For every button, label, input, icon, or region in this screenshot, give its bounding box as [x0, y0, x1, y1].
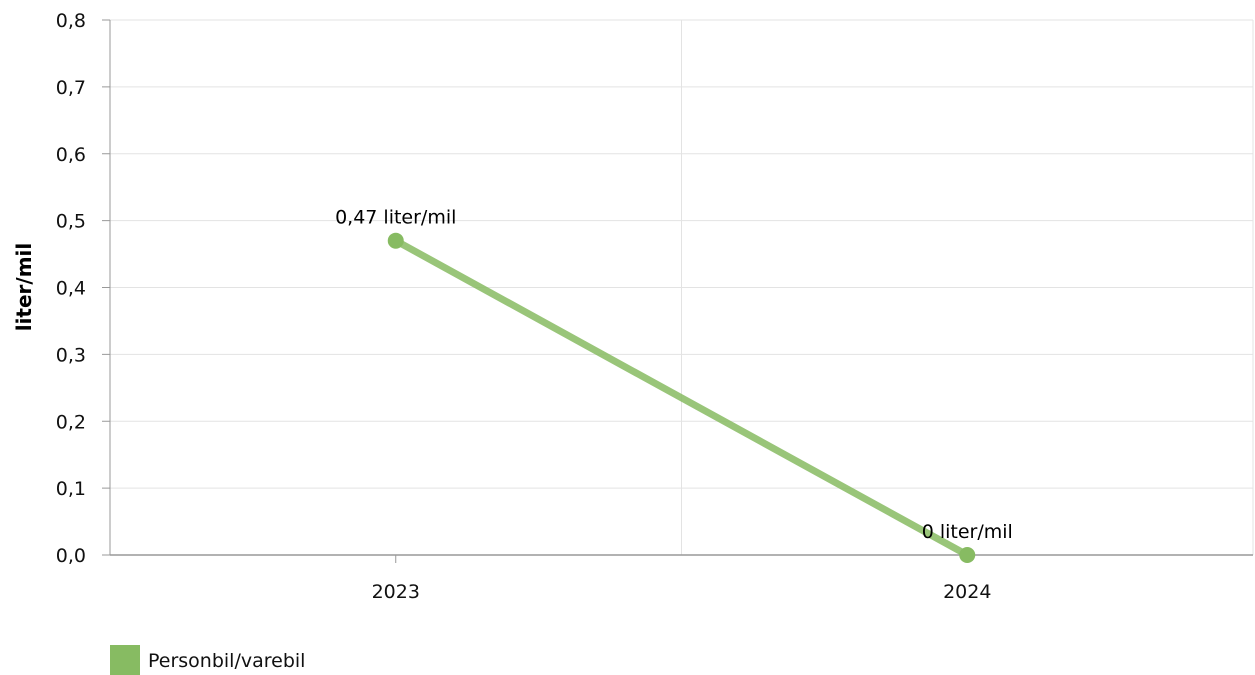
y-tick-label: 0,1 [56, 478, 86, 500]
legend: Personbil/varebil [110, 645, 305, 675]
y-tick-label: 0,6 [56, 144, 86, 166]
y-tick-label: 0,4 [56, 278, 86, 300]
y-axis-title: liter/mil [12, 243, 36, 332]
y-tick-label: 0,7 [56, 77, 86, 99]
y-tick-label: 0,2 [56, 411, 86, 433]
grid-lines [110, 19, 1254, 555]
data-label: 0 liter/mil [922, 521, 1013, 543]
legend-label: Personbil/varebil [148, 650, 305, 672]
x-tick-label: 2024 [943, 581, 991, 603]
y-tick-label: 0,8 [56, 10, 86, 32]
y-axis-ticks: 0,0 0,1 0,2 0,3 0,4 0,5 0,6 0,7 0,8 [56, 10, 110, 567]
y-tick-label: 0,3 [56, 344, 86, 366]
series-group: 0,47 liter/mil 0 liter/mil [335, 207, 1013, 563]
data-point [387, 232, 404, 249]
y-tick-label: 0,0 [56, 545, 86, 567]
data-label: 0,47 liter/mil [335, 207, 456, 229]
x-axis-ticks: 2023 2024 [372, 555, 991, 603]
series-line [392, 237, 971, 559]
y-tick-label: 0,5 [56, 211, 86, 233]
x-tick-label: 2023 [372, 581, 420, 603]
legend-swatch [110, 645, 140, 675]
data-point [959, 547, 976, 563]
